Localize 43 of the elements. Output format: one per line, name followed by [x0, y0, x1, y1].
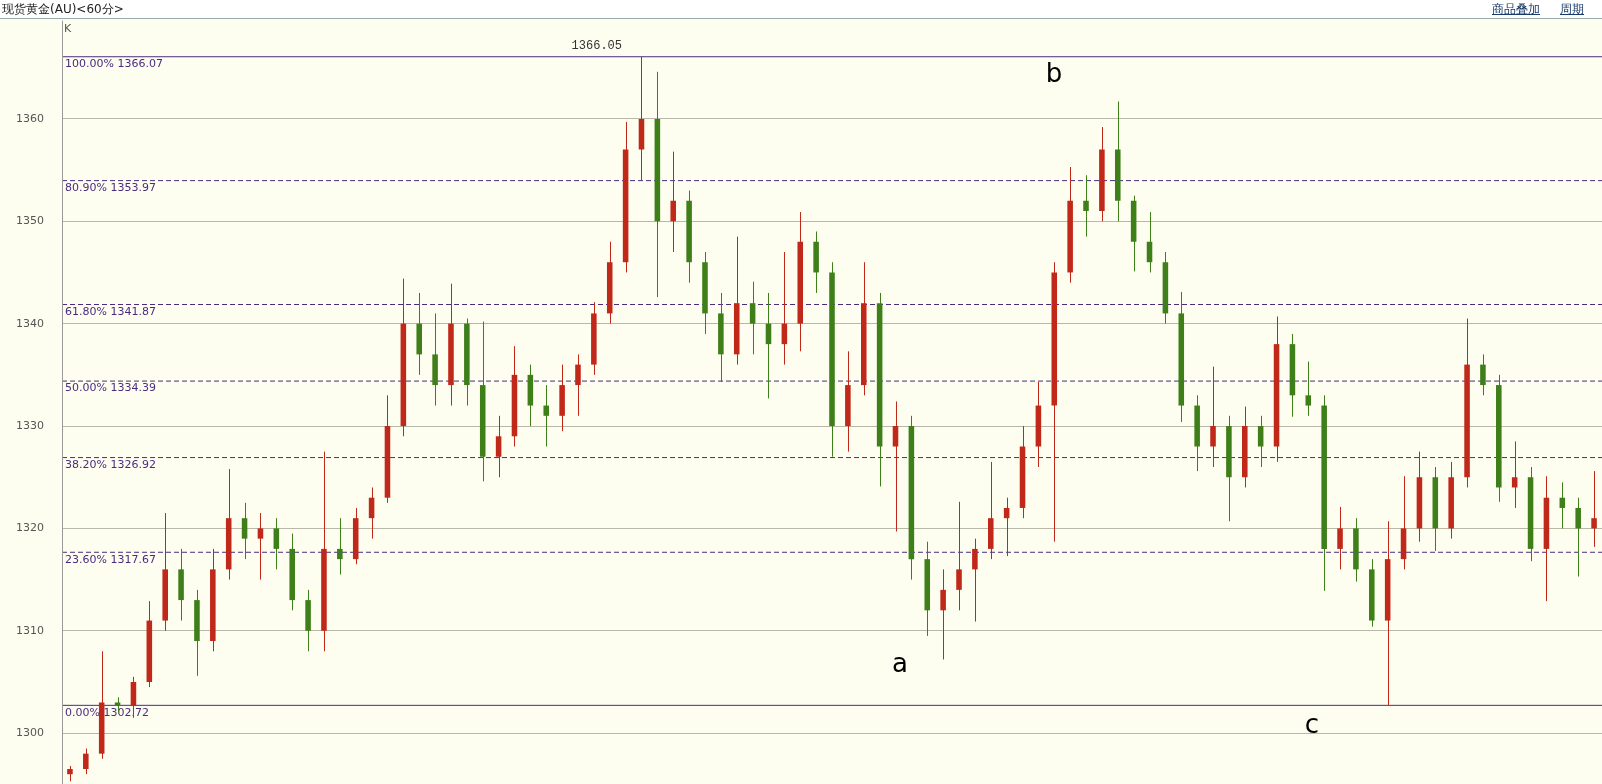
- candlestick: [1480, 353, 1486, 396]
- chart-title: 现货黄金(AU)<60分>: [2, 1, 124, 18]
- annotation: a: [892, 647, 908, 678]
- ref-line-label: 61.80% 1341.87: [65, 304, 156, 318]
- candlestick: [241, 502, 248, 560]
- y-tick-label: 1320: [16, 521, 44, 535]
- ref-line-label: 50.00% 1334.39: [65, 381, 156, 395]
- y-tick-label: 1310: [16, 623, 44, 637]
- candlestick: [972, 538, 978, 623]
- annotation: 1366.05: [571, 39, 622, 54]
- y-tick-label: 1350: [16, 214, 44, 228]
- ref-line-label: 23.60% 1317.67: [65, 552, 156, 566]
- annotation: b: [1045, 57, 1063, 88]
- candlestick: [670, 151, 677, 253]
- y-tick-label: 1360: [16, 111, 44, 125]
- annotation: c: [1304, 708, 1320, 739]
- y-tick-label: 1300: [16, 726, 44, 740]
- candlestick: [1210, 366, 1216, 468]
- candlestick: [1337, 506, 1343, 570]
- text: 商品叠加: [1492, 1, 1540, 18]
- candlestick: [1257, 415, 1264, 468]
- candlestick: [273, 517, 280, 570]
- candlestick: [337, 517, 343, 575]
- candlestick: [940, 568, 946, 660]
- candlestick: [892, 400, 899, 532]
- candlestick: [749, 281, 756, 355]
- y-tick-label: 1330: [16, 418, 44, 432]
- ref-line-label: 38.20% 1326.92: [65, 457, 156, 471]
- candlestick: [1591, 470, 1597, 548]
- text: 周期: [1560, 1, 1584, 18]
- candlestick: [83, 748, 89, 775]
- candlestick: [495, 415, 502, 478]
- y-tick-label: 1340: [16, 316, 44, 330]
- candlestick: [257, 512, 264, 581]
- ref-line-label: 80.90% 1353.97: [65, 180, 156, 194]
- candlestick: [575, 353, 581, 417]
- candlestick: [956, 501, 962, 611]
- candlestick: [543, 384, 550, 448]
- candlestick: [1575, 497, 1581, 578]
- candlestick: [1305, 361, 1312, 417]
- ref-line-label: 100.00% 1366.07: [65, 57, 163, 71]
- candlestick: [1083, 174, 1089, 238]
- annotation: K: [64, 21, 72, 35]
